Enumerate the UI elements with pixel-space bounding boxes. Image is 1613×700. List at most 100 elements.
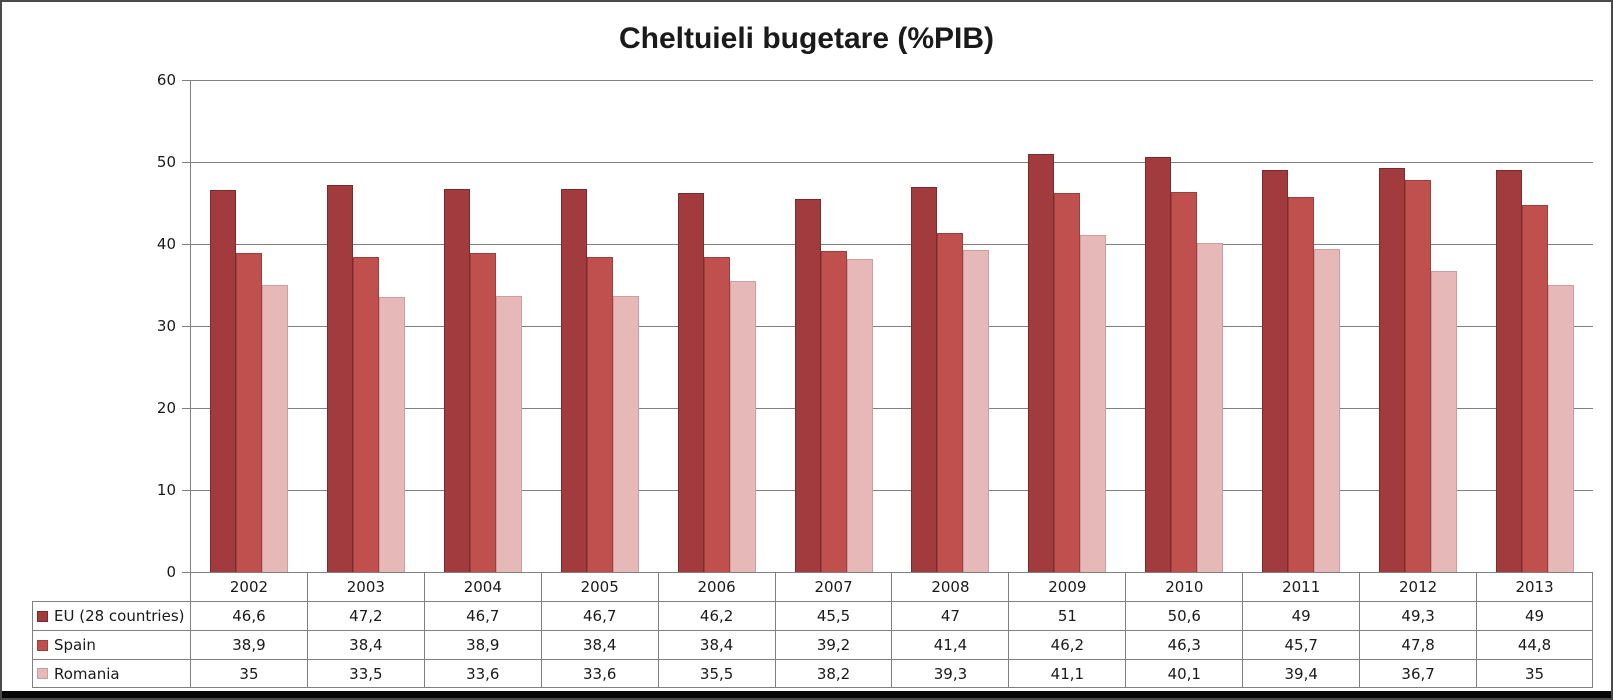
table-value-cell: 33,6 bbox=[540, 659, 658, 688]
bar-series2 bbox=[1430, 271, 1457, 572]
bar-series1 bbox=[236, 253, 263, 572]
table-value-cell: 33,6 bbox=[423, 659, 541, 688]
table-value-cell: 49 bbox=[1476, 601, 1593, 630]
bar-group-2002 bbox=[191, 80, 308, 572]
bar-series0 bbox=[327, 185, 354, 572]
table-year-header: 2002 bbox=[190, 572, 307, 601]
table-value-cell: 38,2 bbox=[774, 659, 892, 688]
bar-series2 bbox=[1197, 243, 1224, 572]
bar-group-2007 bbox=[775, 80, 892, 572]
table-year-header: 2013 bbox=[1476, 572, 1593, 601]
bar-series2 bbox=[496, 296, 523, 572]
table-value-cell: 45,7 bbox=[1242, 630, 1360, 659]
y-axis-label: 50 bbox=[156, 153, 176, 171]
bar-group-2012 bbox=[1359, 80, 1476, 572]
table-value-cell: 35 bbox=[190, 659, 307, 688]
table-value-cell: 46,2 bbox=[1008, 630, 1126, 659]
y-axis-tick bbox=[182, 326, 190, 327]
legend-marker-icon bbox=[37, 610, 48, 622]
y-axis-label: 20 bbox=[156, 399, 176, 417]
bar-group-2010 bbox=[1126, 80, 1243, 572]
table-value-cell: 33,5 bbox=[306, 659, 424, 688]
bar-series1 bbox=[1171, 192, 1198, 572]
table-value-cell: 47 bbox=[891, 601, 1009, 630]
bar-group-2008 bbox=[892, 80, 1009, 572]
data-table: 2002 2003 2004 2005 2006 2007 2008 2009 2010 2011… bbox=[32, 572, 1593, 688]
chart-title: Cheltuieli bugetare (%PIB) bbox=[618, 22, 995, 55]
table-value-cell: 38,4 bbox=[540, 630, 658, 659]
table-year-header: 2003 bbox=[306, 572, 424, 601]
table-value-cell: 35 bbox=[1476, 659, 1593, 688]
bar-series1 bbox=[703, 257, 730, 572]
table-year-header: 2008 bbox=[891, 572, 1009, 601]
table-year-header: 2009 bbox=[1008, 572, 1126, 601]
bar-group-2011 bbox=[1242, 80, 1359, 572]
bar-series2 bbox=[729, 281, 756, 572]
table-year-header: 2004 bbox=[423, 572, 541, 601]
table-value-cell: 39,3 bbox=[891, 659, 1009, 688]
table-value-cell: 38,4 bbox=[306, 630, 424, 659]
y-axis-tick bbox=[182, 162, 190, 163]
table-value-cell: 41,4 bbox=[891, 630, 1009, 659]
bar-series0 bbox=[677, 193, 704, 572]
table-corner-cell bbox=[32, 572, 190, 601]
bar-series2 bbox=[846, 259, 873, 572]
table-value-cell: 47,8 bbox=[1359, 630, 1477, 659]
table-value-cell: 50,6 bbox=[1125, 601, 1243, 630]
y-axis-tick bbox=[182, 490, 190, 491]
legend-cell: EU (28 countries) bbox=[32, 601, 190, 630]
bar-series1 bbox=[353, 257, 380, 572]
table-value-cell: 45,5 bbox=[774, 601, 892, 630]
table-value-cell: 46,7 bbox=[423, 601, 541, 630]
bar-series1 bbox=[1404, 180, 1431, 572]
y-axis-label: 10 bbox=[156, 481, 176, 499]
bar-series2 bbox=[1080, 235, 1107, 572]
bar-group-2013 bbox=[1476, 80, 1593, 572]
bar-series0 bbox=[444, 189, 471, 572]
table-value-cell: 44,8 bbox=[1476, 630, 1593, 659]
bar-series2 bbox=[612, 296, 639, 572]
window-bottom-edge bbox=[2, 691, 1611, 698]
legend-label: Romania bbox=[54, 664, 120, 683]
table-value-cell: 36,7 bbox=[1359, 659, 1477, 688]
table-value-cell: 47,2 bbox=[306, 601, 424, 630]
table-value-cell: 38,4 bbox=[657, 630, 775, 659]
bar-series2 bbox=[262, 285, 289, 572]
bar-series1 bbox=[1054, 193, 1081, 572]
table-year-header: 2012 bbox=[1359, 572, 1477, 601]
table-value-cell: 38,9 bbox=[423, 630, 541, 659]
y-axis-tick bbox=[182, 572, 190, 573]
table-year-header: 2007 bbox=[774, 572, 892, 601]
table-value-cell: 46,2 bbox=[657, 601, 775, 630]
bar-series0 bbox=[1145, 157, 1172, 572]
table-year-header: 2005 bbox=[540, 572, 658, 601]
bar-series0 bbox=[1261, 170, 1288, 572]
gridline bbox=[191, 162, 1593, 163]
y-axis-label: 60 bbox=[156, 71, 176, 89]
legend-marker-icon bbox=[37, 639, 48, 651]
bar-series1 bbox=[586, 257, 613, 572]
gridline bbox=[191, 244, 1593, 245]
table-value-cell: 35,5 bbox=[657, 659, 775, 688]
table-year-header: 2010 bbox=[1125, 572, 1243, 601]
y-axis-tick bbox=[182, 80, 190, 81]
bar-series2 bbox=[963, 250, 990, 572]
gridline bbox=[191, 408, 1593, 409]
bar-group-2004 bbox=[425, 80, 542, 572]
table-value-cell: 46,3 bbox=[1125, 630, 1243, 659]
bar-series1 bbox=[1521, 205, 1548, 572]
table-value-cell: 41,1 bbox=[1008, 659, 1126, 688]
y-axis-label: 40 bbox=[156, 235, 176, 253]
table-value-cell: 46,7 bbox=[540, 601, 658, 630]
table-value-cell: 40,1 bbox=[1125, 659, 1243, 688]
bar-series1 bbox=[1287, 197, 1314, 572]
bar-group-2006 bbox=[658, 80, 775, 572]
bar-series1 bbox=[470, 253, 497, 572]
bar-series1 bbox=[820, 251, 847, 572]
table-value-cell: 49,3 bbox=[1359, 601, 1477, 630]
legend-marker-icon bbox=[37, 668, 48, 679]
bar-series0 bbox=[210, 190, 237, 572]
y-axis-label: 30 bbox=[156, 317, 176, 335]
bar-series0 bbox=[560, 189, 587, 572]
bar-group-2005 bbox=[541, 80, 658, 572]
